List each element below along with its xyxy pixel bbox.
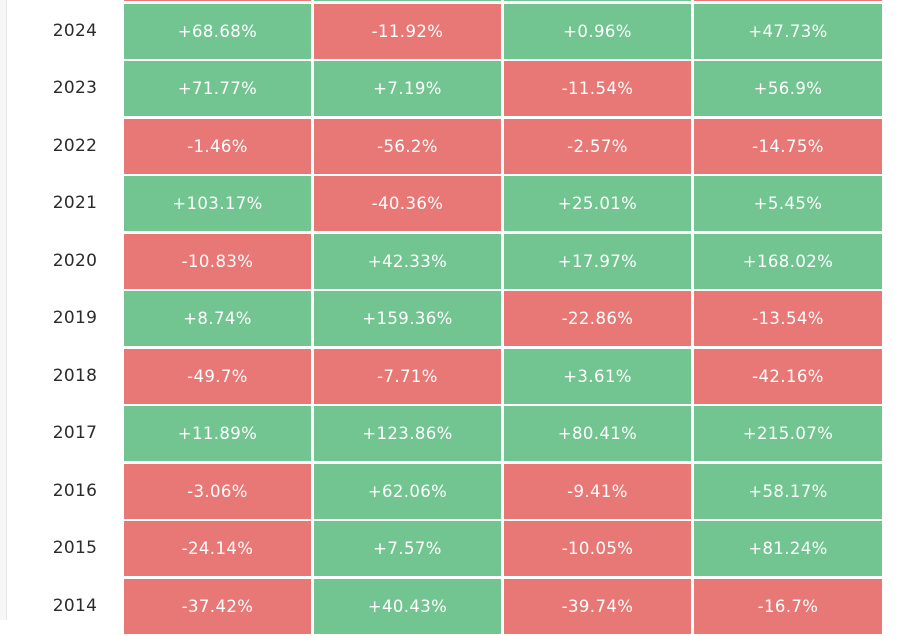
quarter-cell-q4: -42.16% <box>694 349 882 404</box>
table-row: 2017+11.89%+123.86%+80.41%+215.07% <box>0 406 903 464</box>
quarter-cell-q2: +159.36% <box>314 291 501 346</box>
quarter-cell-q1: +71.77% <box>124 61 311 116</box>
quarter-cell-q2: +123.86% <box>314 406 501 461</box>
table-row: 2021+103.17%-40.36%+25.01%+5.45% <box>0 176 903 234</box>
quarter-cell-q1: -10.83% <box>124 234 311 289</box>
quarter-cell-q4: +168.02% <box>694 234 882 289</box>
table-row: 2014-37.42%+40.43%-39.74%-16.7% <box>0 579 903 636</box>
table-row: 2023+71.77%+7.19%-11.54%+56.9% <box>0 61 903 119</box>
table-row: 2015-24.14%+7.57%-10.05%+81.24% <box>0 521 903 579</box>
quarter-cell-q4: -13.54% <box>694 291 882 346</box>
quarter-cell-q3: -2.57% <box>504 119 691 174</box>
quarter-cell <box>124 0 311 1</box>
year-label: 2021 <box>30 176 120 231</box>
quarter-cell-q3: +80.41% <box>504 406 691 461</box>
quarter-cell-q1: -3.06% <box>124 464 311 519</box>
quarter-cell-q2: +62.06% <box>314 464 501 519</box>
quarter-cell <box>694 0 882 1</box>
quarter-cell-q4: +58.17% <box>694 464 882 519</box>
year-label: 2018 <box>30 349 120 404</box>
quarter-cell-q2: -11.92% <box>314 4 501 59</box>
quarter-cell-q1: -24.14% <box>124 521 311 576</box>
year-label: 2023 <box>30 61 120 116</box>
quarter-cell-q3: -9.41% <box>504 464 691 519</box>
quarter-cell-q2: +42.33% <box>314 234 501 289</box>
quarter-cell-q4: +56.9% <box>694 61 882 116</box>
year-label: 2020 <box>30 234 120 289</box>
year-label: 2022 <box>30 119 120 174</box>
quarter-cell-q1: -49.7% <box>124 349 311 404</box>
quarter-cell-q2: +7.57% <box>314 521 501 576</box>
quarter-cell-q3: +17.97% <box>504 234 691 289</box>
quarter-cell-q1: +68.68% <box>124 4 311 59</box>
year-label: 2019 <box>30 291 120 346</box>
quarter-cell-q3: +25.01% <box>504 176 691 231</box>
quarter-cell-q2: -7.71% <box>314 349 501 404</box>
table-row: 2024+68.68%-11.92%+0.96%+47.73% <box>0 4 903 62</box>
quarter-cell-q4: +215.07% <box>694 406 882 461</box>
quarter-cell-q3: -11.54% <box>504 61 691 116</box>
quarter-cell-q2: -56.2% <box>314 119 501 174</box>
quarter-cell-q3: -39.74% <box>504 579 691 634</box>
quarter-cell-q4: -16.7% <box>694 579 882 634</box>
quarter-cell-q3: +0.96% <box>504 4 691 59</box>
quarter-cell-q4: +5.45% <box>694 176 882 231</box>
table-row: 2018-49.7%-7.71%+3.61%-42.16% <box>0 349 903 407</box>
quarter-cell-q4: +47.73% <box>694 4 882 59</box>
quarter-cell-q1: +8.74% <box>124 291 311 346</box>
quarter-cell-q2: -40.36% <box>314 176 501 231</box>
table-row: 2022-1.46%-56.2%-2.57%-14.75% <box>0 119 903 177</box>
quarter-cell-q2: +7.19% <box>314 61 501 116</box>
year-label: 2015 <box>30 521 120 576</box>
quarter-cell-q1: -1.46% <box>124 119 311 174</box>
quarter-cell-q3: +3.61% <box>504 349 691 404</box>
quarter-cell-q3: -22.86% <box>504 291 691 346</box>
year-label: 2017 <box>30 406 120 461</box>
year-label: 2016 <box>30 464 120 519</box>
quarter-cell <box>504 0 691 1</box>
year-label: 2014 <box>30 579 120 634</box>
quarter-cell-q2: +40.43% <box>314 579 501 634</box>
year-label: 2024 <box>30 4 120 59</box>
quarter-cell-q1: +103.17% <box>124 176 311 231</box>
quarter-cell-q4: -14.75% <box>694 119 882 174</box>
table-row: 2016-3.06%+62.06%-9.41%+58.17% <box>0 464 903 522</box>
quarter-cell-q3: -10.05% <box>504 521 691 576</box>
table-row: 2019+8.74%+159.36%-22.86%-13.54% <box>0 291 903 349</box>
table-row: 2020-10.83%+42.33%+17.97%+168.02% <box>0 234 903 292</box>
quarter-cell-q4: +81.24% <box>694 521 882 576</box>
quarter-cell <box>314 0 501 1</box>
quarter-cell-q1: +11.89% <box>124 406 311 461</box>
quarter-cell-q1: -37.42% <box>124 579 311 634</box>
